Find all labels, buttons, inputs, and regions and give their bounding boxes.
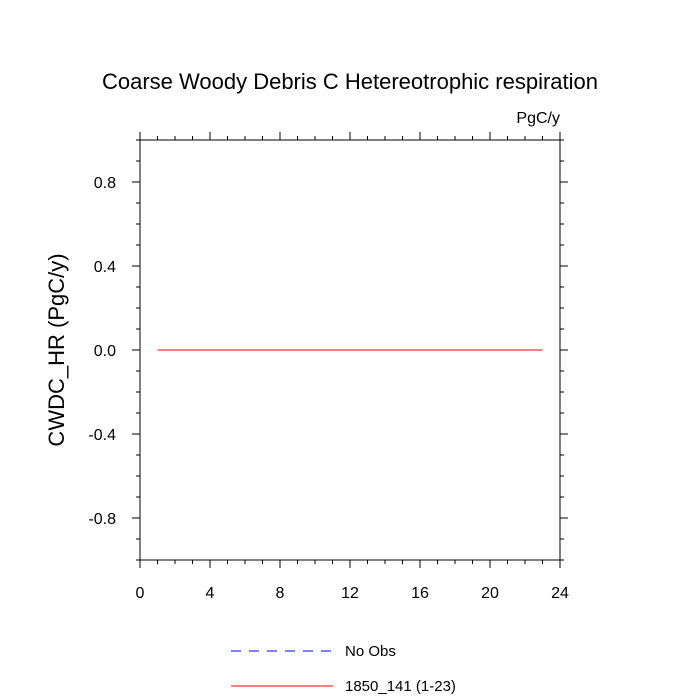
x-tick-label: 12 [341,585,359,602]
chart-title: Coarse Woody Debris C Hetereotrophic res… [102,69,598,94]
y-axis-label: CWDC_HR (PgC/y) [44,253,69,446]
y-tick-label: -0.8 [88,511,116,528]
x-tick-label: 20 [481,585,499,602]
y-tick-label: 0.0 [94,343,116,360]
x-tick-label: 24 [551,585,569,602]
x-tick-label: 0 [136,585,145,602]
y-tick-label: 0.4 [94,259,116,276]
x-tick-label: 8 [276,585,285,602]
x-tick-label: 16 [411,585,429,602]
legend: No Obs 1850_141 (1-23) [231,643,456,695]
y-tick-label: 0.8 [94,175,116,192]
axis-ticks [132,132,568,568]
legend-label: No Obs [345,643,396,660]
axis-tick-labels: 0 4 8 12 16 20 24 -0.8 -0.4 0.0 0.4 0.8 [88,175,569,602]
units-label: PgC/y [516,110,560,127]
x-tick-label: 4 [206,585,215,602]
y-tick-label: -0.4 [88,427,116,444]
legend-label: 1850_141 (1-23) [345,678,456,695]
